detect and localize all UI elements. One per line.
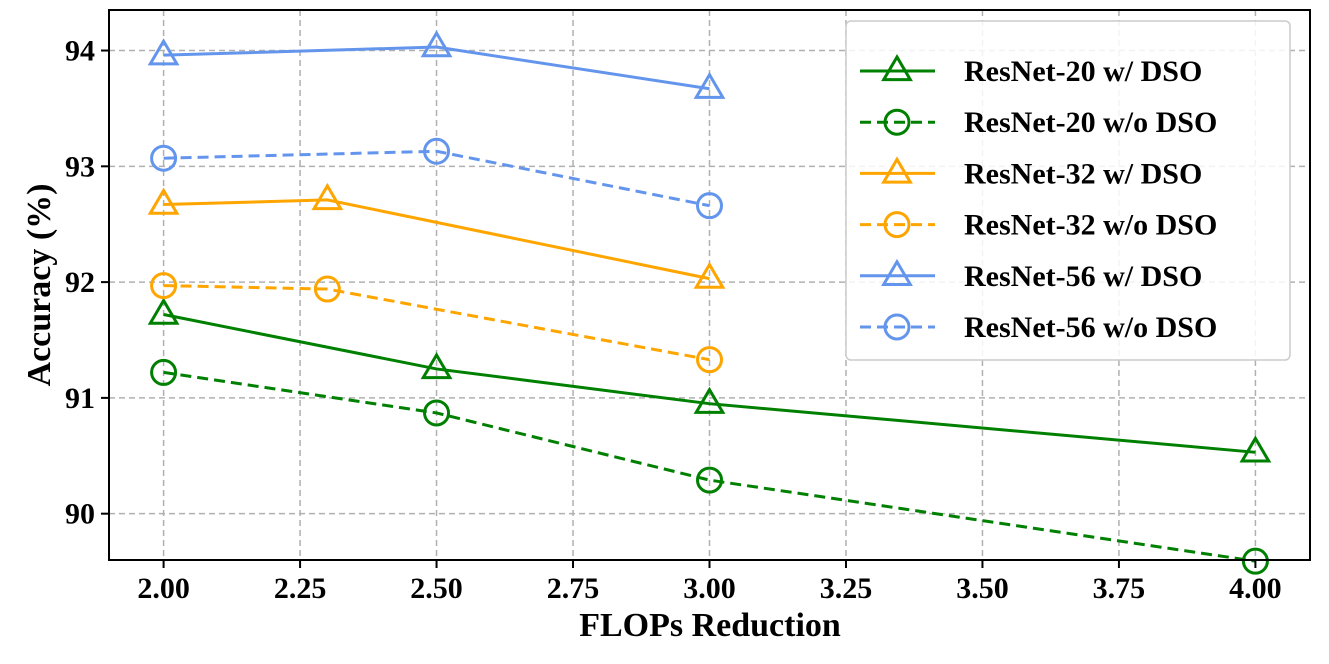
series-resnet-20-w-o-dso — [150, 358, 1269, 575]
x-tick-label: 4.00 — [1229, 572, 1282, 605]
legend-label: ResNet-56 w/o DSO — [964, 311, 1217, 344]
legend-item: ResNet-56 w/ DSO — [860, 258, 1202, 293]
data-point — [693, 71, 726, 99]
y-tick-label: 94 — [65, 35, 95, 68]
data-point — [150, 358, 178, 386]
data-point — [1241, 547, 1269, 575]
data-point — [423, 399, 451, 427]
data-point — [696, 466, 723, 494]
legend-marker — [881, 156, 913, 184]
legend-item: ResNet-32 w/o DSO — [860, 209, 1217, 242]
series-line — [163, 370, 1256, 563]
x-tick-label: 2.75 — [547, 572, 600, 605]
x-tick-label: 3.75 — [1093, 572, 1146, 605]
series-resnet-56-w-o-dso — [150, 137, 723, 220]
data-point — [150, 272, 178, 300]
legend-item: ResNet-32 w/ DSO — [860, 156, 1202, 190]
data-point — [147, 187, 180, 215]
data-point — [147, 297, 180, 325]
legend-marker — [883, 313, 911, 341]
legend-label: ResNet-56 w/ DSO — [964, 260, 1202, 293]
x-tick-label: 3.00 — [683, 572, 736, 605]
data-point — [693, 261, 726, 289]
legend: ResNet-20 w/ DSO ResNet-20 w/o DSO ResNet-… — [845, 20, 1291, 361]
series-resnet-32-w-dso — [147, 182, 726, 289]
legend-label: ResNet-32 w/o DSO — [964, 209, 1217, 242]
data-point — [311, 182, 344, 211]
x-tick-label: 2.00 — [137, 572, 190, 605]
series-layer — [147, 30, 1272, 575]
x-tick-label: 3.25 — [820, 572, 873, 605]
legend-frame — [845, 20, 1291, 361]
data-point — [696, 346, 723, 374]
data-point — [313, 275, 341, 303]
y-axis-label: Accuracy (%) — [21, 184, 58, 387]
series-line — [163, 45, 710, 91]
x-axis: 2.00 2.25 2.50 2.75 3.00 3.25 3.50 3.75 4.00 — [137, 560, 1282, 605]
legend-label: ResNet-32 w/ DSO — [964, 157, 1202, 190]
data-point — [147, 38, 180, 66]
y-axis: 90 91 92 93 94 — [65, 35, 109, 531]
series-line — [163, 313, 1256, 454]
data-point — [423, 137, 451, 165]
x-axis-label: FLOPs Reduction — [579, 607, 841, 644]
legend-item: ResNet-20 w/o DSO — [860, 106, 1217, 139]
data-point — [693, 386, 726, 414]
data-point — [1239, 435, 1272, 463]
y-tick-label: 90 — [65, 498, 95, 531]
data-point — [420, 351, 453, 380]
series-resnet-56-w-dso — [147, 30, 726, 99]
data-point — [420, 30, 453, 58]
series-line — [163, 284, 710, 362]
data-point — [150, 144, 178, 172]
y-tick-label: 93 — [65, 150, 95, 183]
data-point — [696, 192, 723, 220]
series-resnet-20-w-dso — [147, 297, 1272, 463]
y-tick-label: 92 — [65, 266, 95, 299]
legend-label: ResNet-20 w/ DSO — [964, 55, 1202, 88]
legend-marker — [881, 54, 913, 82]
legend-label: ResNet-20 w/o DSO — [964, 106, 1217, 139]
x-tick-label: 2.50 — [410, 572, 463, 605]
legend-item: ResNet-20 w/ DSO — [860, 54, 1202, 88]
legend-item: ResNet-56 w/o DSO — [860, 311, 1217, 344]
series-line — [163, 198, 710, 281]
legend-marker — [883, 211, 911, 239]
legend-marker — [883, 108, 911, 136]
series-line — [163, 149, 710, 208]
series-resnet-32-w-o-dso — [150, 272, 723, 374]
x-tick-label: 3.50 — [956, 572, 1009, 605]
y-tick-label: 91 — [65, 382, 95, 415]
legend-marker — [881, 258, 913, 286]
x-tick-label: 2.25 — [274, 572, 327, 605]
